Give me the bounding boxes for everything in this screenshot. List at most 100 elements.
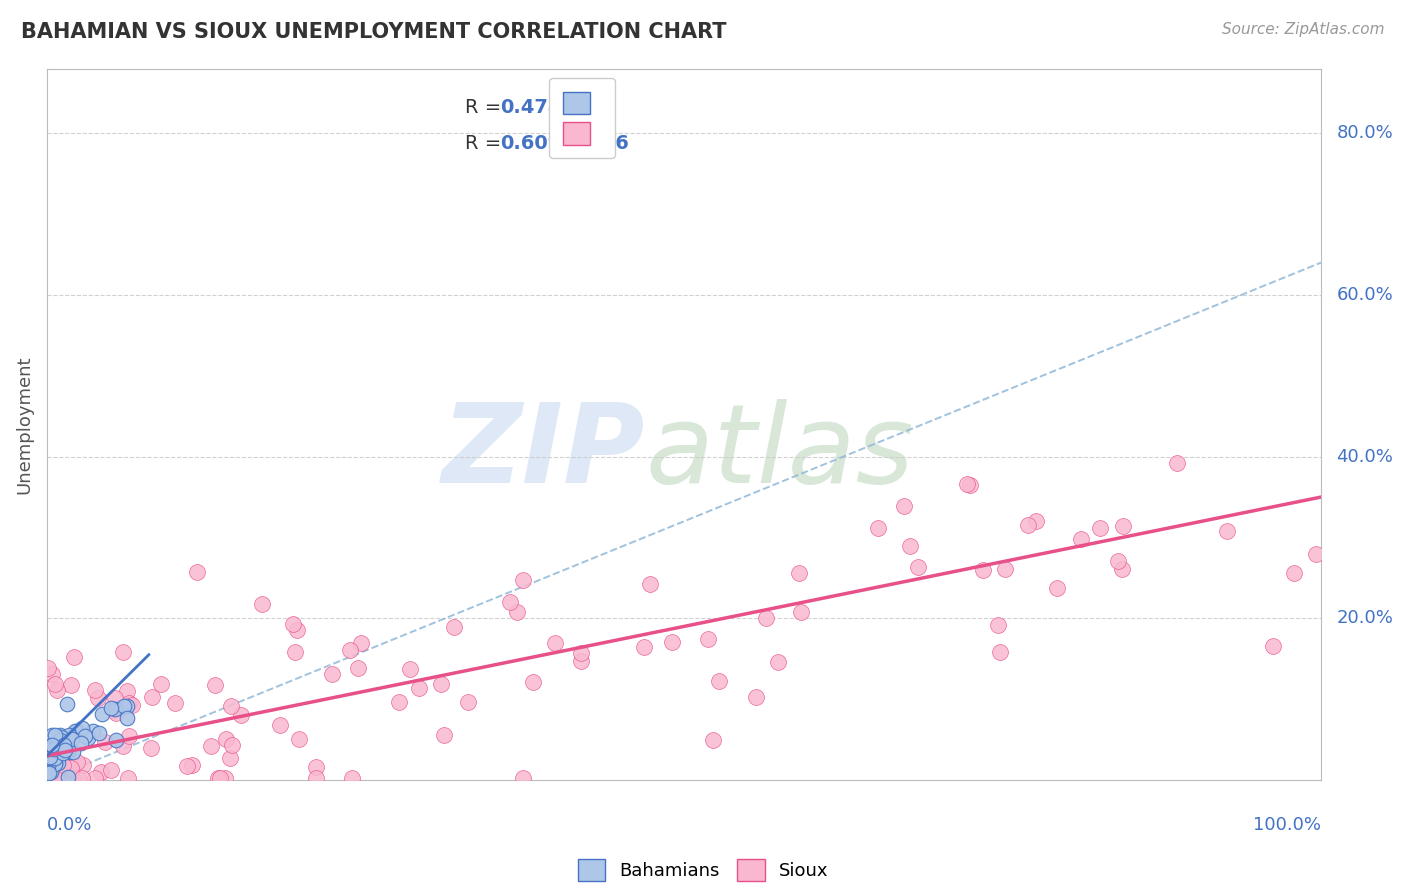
- Point: [105, 706, 128, 721]
- Point: [58, 728, 80, 742]
- Point: [252, 597, 274, 611]
- Point: [52, 745, 75, 759]
- Point: [66, 724, 89, 739]
- Point: [200, 739, 222, 754]
- Point: [633, 640, 655, 654]
- Point: [39, 757, 62, 772]
- Point: [39, 772, 62, 786]
- Point: [51, 746, 73, 760]
- Point: [52, 736, 75, 750]
- Point: [1305, 547, 1327, 561]
- Point: [176, 758, 198, 772]
- Point: [408, 681, 430, 695]
- Point: [221, 738, 243, 752]
- Point: [638, 577, 661, 591]
- Point: [745, 690, 768, 704]
- Text: 0.474: 0.474: [501, 98, 562, 117]
- Point: [506, 605, 529, 619]
- Point: [45, 772, 67, 786]
- Point: [112, 698, 135, 713]
- Text: Source: ZipAtlas.com: Source: ZipAtlas.com: [1222, 22, 1385, 37]
- Point: [787, 566, 810, 580]
- Point: [87, 690, 110, 705]
- Point: [987, 618, 1010, 632]
- Point: [398, 662, 420, 676]
- Point: [544, 636, 567, 650]
- Point: [1017, 518, 1039, 533]
- Point: [321, 667, 343, 681]
- Point: [49, 730, 72, 744]
- Point: [46, 756, 69, 770]
- Point: [49, 733, 72, 747]
- Point: [281, 616, 304, 631]
- Point: [60, 732, 83, 747]
- Point: [38, 749, 60, 764]
- Point: [93, 735, 115, 749]
- Point: [186, 565, 208, 579]
- Point: [104, 701, 127, 715]
- Point: [118, 729, 141, 743]
- Point: [219, 751, 242, 765]
- Point: [39, 763, 62, 777]
- Text: 0.0%: 0.0%: [46, 815, 93, 834]
- Point: [41, 667, 63, 681]
- Point: [305, 760, 328, 774]
- Point: [101, 703, 124, 717]
- Point: [231, 708, 253, 723]
- Point: [1166, 456, 1188, 470]
- Text: 116: 116: [588, 134, 630, 153]
- Point: [956, 477, 979, 491]
- Point: [118, 696, 141, 710]
- Point: [42, 742, 65, 756]
- Point: [100, 763, 122, 777]
- Point: [63, 649, 86, 664]
- Point: [115, 711, 138, 725]
- Point: [65, 755, 87, 769]
- Point: [56, 731, 79, 745]
- Point: [87, 726, 110, 740]
- Point: [766, 656, 789, 670]
- Point: [55, 772, 77, 786]
- Point: [284, 644, 307, 658]
- Point: [41, 754, 63, 768]
- Point: [115, 698, 138, 713]
- Point: [350, 636, 373, 650]
- Point: [207, 772, 229, 786]
- Point: [90, 765, 112, 780]
- Point: [214, 772, 236, 786]
- Point: [76, 731, 98, 745]
- Point: [46, 682, 69, 697]
- Point: [44, 677, 66, 691]
- Point: [707, 673, 730, 688]
- Text: 0.609: 0.609: [501, 134, 562, 153]
- Point: [569, 646, 592, 660]
- Point: [72, 758, 94, 772]
- Point: [269, 718, 291, 732]
- Point: [111, 739, 134, 754]
- Point: [697, 632, 720, 646]
- Point: [39, 743, 62, 757]
- Point: [56, 771, 79, 785]
- Text: 100.0%: 100.0%: [1253, 815, 1322, 834]
- Point: [149, 677, 172, 691]
- Point: [37, 759, 59, 773]
- Point: [111, 645, 134, 659]
- Point: [457, 694, 479, 708]
- Point: [443, 620, 465, 634]
- Point: [59, 772, 82, 786]
- Point: [49, 728, 72, 742]
- Point: [1216, 524, 1239, 538]
- Point: [44, 756, 66, 770]
- Point: [1046, 581, 1069, 595]
- Point: [37, 738, 59, 752]
- Point: [73, 729, 96, 743]
- Point: [1111, 519, 1133, 533]
- Point: [907, 560, 929, 574]
- Point: [62, 772, 84, 786]
- Point: [44, 772, 66, 786]
- Point: [56, 698, 79, 712]
- Point: [60, 761, 83, 775]
- Point: [433, 728, 456, 742]
- Point: [70, 772, 93, 786]
- Point: [37, 762, 59, 776]
